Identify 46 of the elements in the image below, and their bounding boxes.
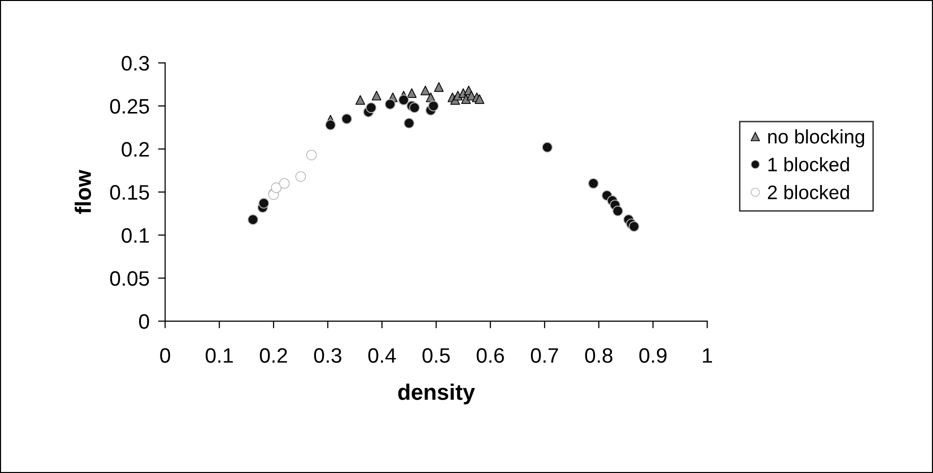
x-tick-label: 0.6 [476,348,504,363]
point [384,98,396,110]
point [248,214,258,225]
legend-label: no blocking [768,129,864,148]
point [406,88,417,98]
point [341,114,352,124]
point [434,82,444,92]
point [612,206,624,216]
y-axis-title: flow [74,170,92,214]
point [404,118,414,128]
y-tick-label: 0.2 [122,142,149,157]
point [372,90,382,100]
x-tick-label: 0 [160,348,170,363]
point [461,94,471,104]
point [542,142,553,153]
x-tick-label: 0.3 [314,348,342,363]
x-tick-label: 0.1 [206,348,233,363]
point [325,120,336,130]
x-tick-label: 0.8 [585,348,612,363]
point [628,221,640,232]
point [398,94,409,106]
point [270,182,282,194]
y-tick-label: 0.05 [110,271,149,286]
point [279,178,290,189]
x-tick-label: 0.7 [530,348,558,363]
point [428,100,439,112]
x-tick-label: 0.2 [260,348,287,363]
y-tick-label: 0.3 [122,56,149,71]
point [355,95,366,105]
point [474,94,484,104]
point [258,198,270,209]
y-tick-label: 0 [139,314,150,329]
x-tick-label: 0.9 [639,348,666,363]
x-tick-label: 0.5 [422,348,450,363]
point [420,86,430,96]
y-tick-label: 0.1 [122,228,149,243]
x-axis-title: density [398,384,475,404]
point [588,178,599,189]
x-tick-label: 0.4 [368,348,396,363]
x-tick-label: 1 [703,348,712,363]
y-tick-label: 0.15 [110,185,149,200]
point [366,102,376,114]
y-tick-label: 0.25 [110,98,149,114]
point [409,102,420,114]
legend-label: 2 blocked [768,184,849,200]
legend-label: 1 blocked [768,157,849,172]
